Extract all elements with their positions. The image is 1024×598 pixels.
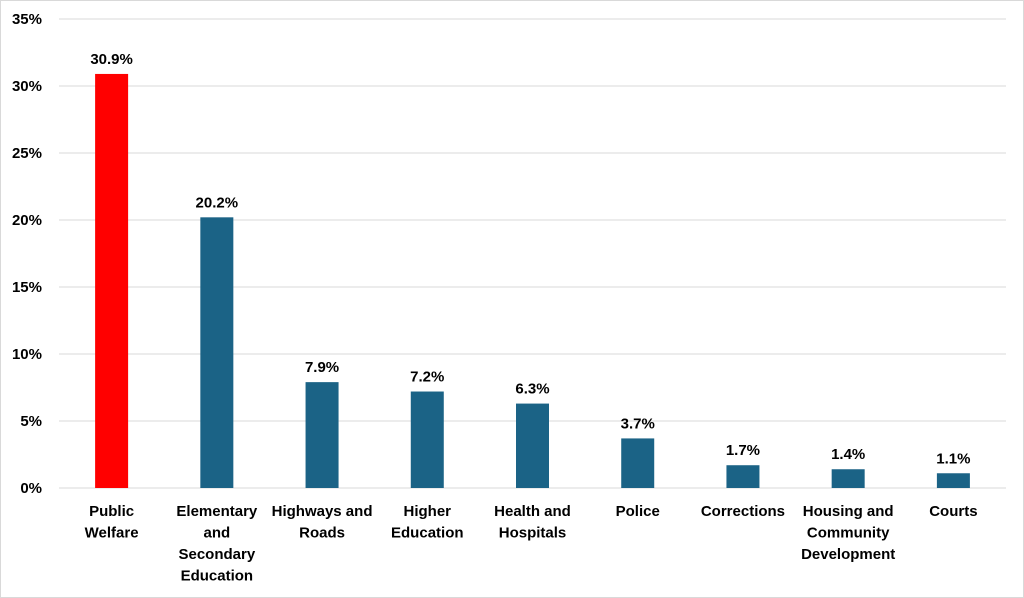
- y-tick-label: 25%: [12, 145, 42, 162]
- y-tick-label: 0%: [20, 480, 42, 497]
- bar: [95, 73, 129, 488]
- bar: [516, 403, 549, 488]
- y-tick-label: 10%: [12, 346, 42, 363]
- bar: [726, 465, 760, 488]
- bars: [95, 73, 970, 488]
- data-label: 6.3%: [515, 381, 549, 398]
- bar: [305, 382, 339, 488]
- category-labels: Public Welfare Elementary and Secondary Educa…: [85, 503, 978, 585]
- data-label: 3.7%: [621, 415, 655, 432]
- y-tick-label: 20%: [12, 212, 42, 229]
- data-label: 1.1%: [936, 450, 970, 467]
- bar: [410, 391, 444, 488]
- data-label: 30.9%: [90, 51, 133, 68]
- x-category-label: Higher Education: [391, 503, 464, 542]
- x-category-label: Elementary and Secondary Education: [176, 503, 258, 585]
- y-axis-ticks: 0% 5% 10% 15% 20% 25% 30% 35%: [12, 11, 42, 497]
- x-category-label: Highways and Roads: [272, 503, 373, 542]
- x-category-label: Corrections: [701, 503, 785, 520]
- y-tick-label: 35%: [12, 11, 42, 28]
- bar: [621, 438, 655, 488]
- x-category-label: Public Welfare: [85, 503, 139, 542]
- data-label: 20.2%: [196, 194, 239, 211]
- x-category-label: Courts: [929, 503, 977, 520]
- x-category-label: Housing and Community Development: [801, 503, 895, 563]
- bar: [831, 469, 865, 488]
- y-tick-label: 5%: [20, 413, 42, 430]
- data-label: 7.2%: [410, 369, 444, 386]
- data-label: 1.7%: [726, 442, 760, 459]
- data-label: 7.9%: [305, 359, 339, 376]
- bar: [200, 217, 234, 488]
- x-category-label: Health and Hospitals: [494, 503, 571, 542]
- data-labels: 30.9% 20.2% 7.9% 7.2% 6.3% 3.7% 1.7% 1.4% 1.1%: [90, 51, 970, 467]
- y-tick-label: 15%: [12, 279, 42, 296]
- data-label: 1.4%: [831, 446, 865, 463]
- x-category-label: Police: [616, 503, 660, 520]
- bar: [936, 473, 970, 488]
- y-tick-label: 30%: [12, 78, 42, 95]
